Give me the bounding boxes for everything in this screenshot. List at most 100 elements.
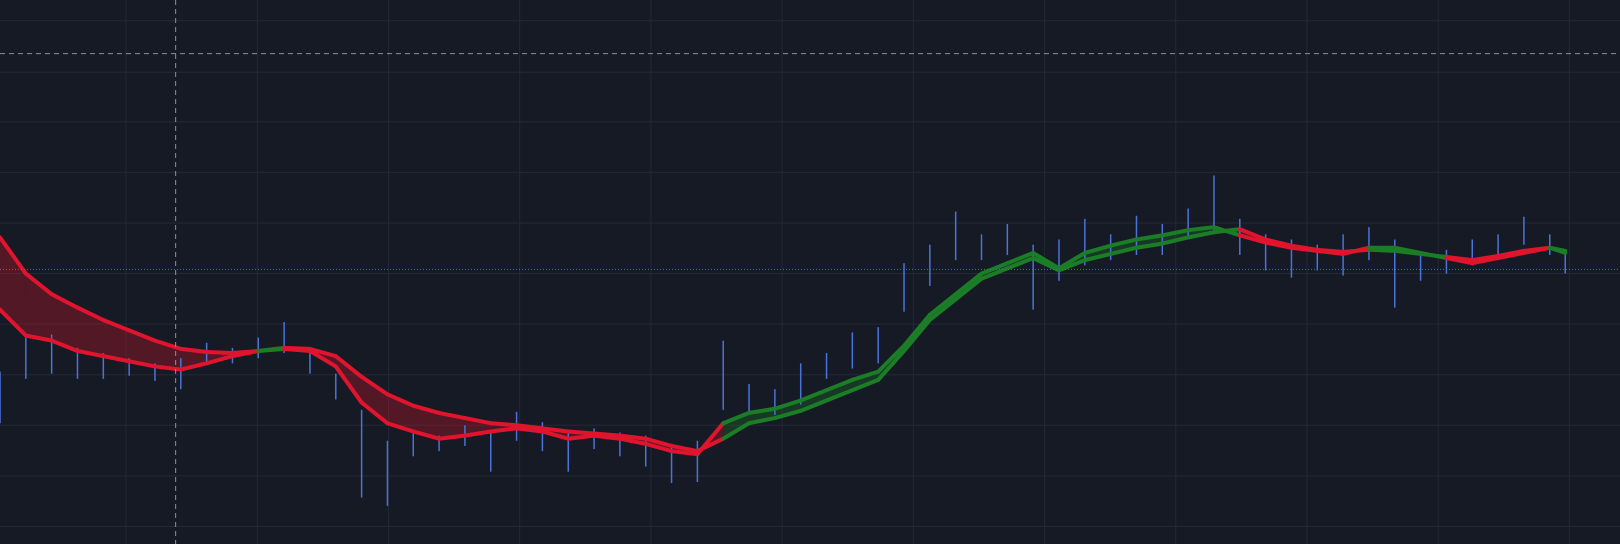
- fast-ema: [927, 292, 958, 317]
- slow-ema: [1263, 237, 1294, 248]
- slow-ema: [152, 338, 183, 351]
- slow-ema: [772, 408, 803, 421]
- slow-ema: [617, 433, 648, 441]
- slow-ema: [462, 416, 493, 426]
- fast-ema: [230, 348, 261, 359]
- fast-ema: [152, 364, 183, 372]
- fast-ema: [540, 429, 571, 441]
- slow-ema: [876, 348, 907, 382]
- fast-ema: [385, 421, 416, 434]
- fast-ema: [1289, 245, 1320, 253]
- slow-ema: [1496, 248, 1526, 258]
- slow-ema: [1160, 235, 1191, 246]
- slow-ema: [1186, 230, 1216, 240]
- slow-ema: [979, 266, 1010, 281]
- slow-ema: [1082, 251, 1113, 263]
- fast-ema: [359, 400, 390, 426]
- slow-ema: [747, 416, 777, 426]
- slow-ema: [204, 350, 235, 356]
- fast-ema: [1082, 243, 1113, 255]
- fast-ema: [307, 348, 338, 369]
- fast-ema: [566, 433, 597, 441]
- fast-ema: [437, 433, 467, 441]
- fast-ema: [1056, 250, 1087, 271]
- cloud-fill: [51, 294, 78, 351]
- fast-ema: [721, 410, 752, 426]
- fast-ema: [333, 364, 364, 405]
- slow-ema: [75, 305, 106, 322]
- fast-ema: [1341, 245, 1371, 256]
- fast-ema: [101, 354, 132, 364]
- slow-ema: [385, 392, 416, 408]
- cloud-fill: [413, 405, 440, 439]
- slow-ema: [0, 235, 28, 276]
- fast-ema: [1031, 250, 1061, 271]
- cloud-fill: [1110, 239, 1137, 254]
- fast-ema: [1392, 245, 1423, 255]
- cloud-fill: [723, 412, 750, 439]
- slow-ema: [488, 421, 519, 428]
- fast-ema: [643, 441, 674, 454]
- fast-ema: [1211, 225, 1242, 238]
- fast-ema: [953, 271, 984, 297]
- fast-ema: [1134, 233, 1165, 242]
- slow-ema: [1237, 227, 1268, 242]
- slow-ema: [850, 377, 881, 393]
- slow-ema: [824, 388, 855, 403]
- slow-ema: [1108, 245, 1139, 256]
- slow-ema: [1366, 247, 1397, 253]
- slow-ema: [1005, 256, 1036, 271]
- fast-ema: [1470, 256, 1501, 266]
- slow-ema: [178, 346, 209, 354]
- fast-ema: [411, 429, 442, 441]
- fast-ema: [1005, 250, 1036, 266]
- fast-ema: [75, 348, 106, 359]
- fast-ema: [772, 398, 803, 411]
- fast-ema: [1521, 245, 1552, 255]
- cloud-fill: [0, 237, 26, 336]
- fast-ema: [695, 421, 726, 457]
- fast-ema: [1444, 256, 1475, 266]
- fast-ema: [1160, 228, 1191, 238]
- cloud-fill: [774, 400, 801, 419]
- cloud-fill: [439, 412, 465, 439]
- slow-ema: [669, 443, 700, 454]
- slow-ema: [927, 297, 958, 322]
- fast-ema: [1237, 233, 1268, 245]
- fast-ema: [514, 426, 545, 434]
- fast-ema: [824, 377, 855, 393]
- slow-ema: [721, 421, 752, 441]
- fast-ema: [669, 449, 700, 457]
- slow-ema: [798, 398, 829, 413]
- slow-ema: [1031, 256, 1061, 273]
- fast-ema: [23, 333, 54, 343]
- fast-ema: [204, 354, 235, 366]
- fast-ema: [1186, 225, 1216, 233]
- slow-ema: [307, 346, 338, 359]
- slow-ema: [437, 410, 467, 421]
- slow-ema: [566, 429, 597, 436]
- slow-ema: [23, 271, 54, 297]
- slow-ema: [333, 354, 364, 379]
- fast-ema: [592, 433, 622, 441]
- slow-ema: [101, 318, 132, 333]
- slow-ema: [49, 292, 80, 310]
- cloud-fill: [361, 376, 388, 424]
- cloud-fill: [103, 320, 130, 362]
- fast-ema: [0, 307, 28, 338]
- slow-ema: [540, 426, 571, 434]
- slow-ema: [411, 403, 442, 415]
- slow-ema: [902, 318, 932, 353]
- fast-ema: [798, 388, 829, 403]
- fast-ema: [178, 361, 209, 372]
- slow-ema: [1056, 258, 1087, 273]
- cloud-fill: [826, 379, 853, 401]
- fast-ema: [617, 436, 648, 446]
- fast-ema: [256, 346, 287, 353]
- fast-ema: [1496, 250, 1526, 261]
- fast-ema: [979, 261, 1010, 276]
- slow-ema: [359, 374, 390, 397]
- slow-ema: [643, 436, 674, 448]
- slow-ema: [127, 328, 157, 343]
